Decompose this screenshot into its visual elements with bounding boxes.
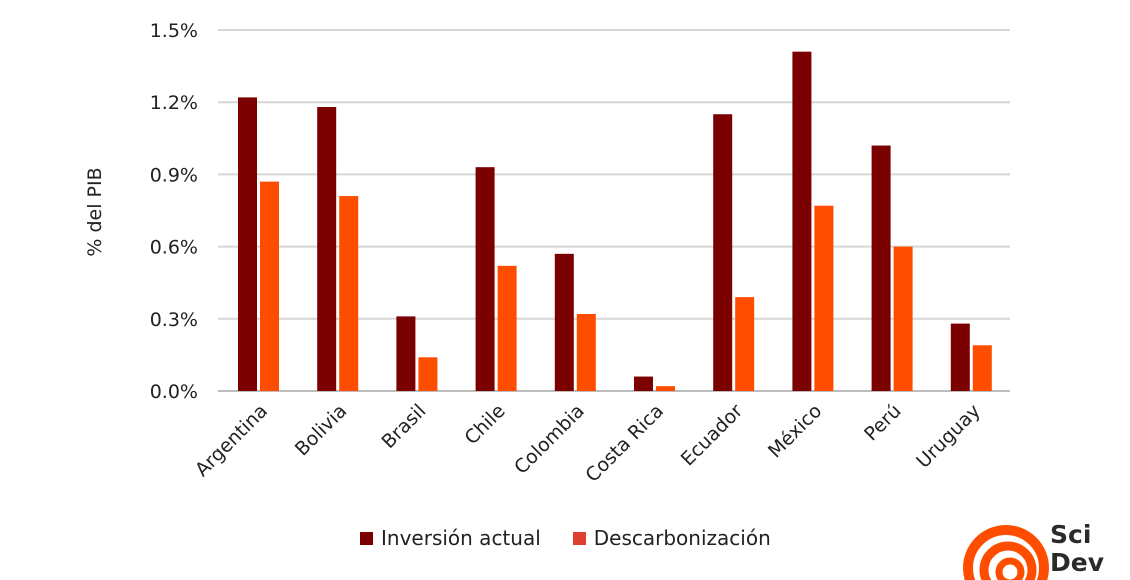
x-tick-label: México (764, 400, 826, 462)
bar-descarbonizacion (576, 313, 596, 391)
bar-descarbonizacion (814, 205, 834, 391)
x-tick-label: Ecuador (677, 400, 748, 471)
x-axis-ticks: Argentina Bolivia Brasil Chile ColombiaCosta… (191, 400, 985, 487)
x-tick-label: Colombia (510, 400, 589, 479)
bar-inversion-actual (554, 253, 574, 391)
legend-swatch (360, 531, 373, 545)
y-tick-label: 1.5% (150, 20, 198, 42)
y-axis-ticks: 0.0% 0.3% 0.6% 0.9% 1.2% 1.5% (150, 20, 198, 403)
y-tick-label: 1.2% (150, 92, 198, 114)
logo-text-dev: Dev (1050, 548, 1105, 577)
legend: Inversión actual Descarbonización (360, 526, 803, 550)
x-tick-label: Brasil (377, 400, 430, 453)
bar-inversion-actual (238, 97, 257, 392)
bar-chart: 0.0% 0.3% 0.6% 0.9% 1.2% 1.5% Argentina Bolivi… (84, 20, 1010, 487)
x-tick-label: Bolivia (291, 400, 351, 460)
bar-descarbonizacion (656, 386, 675, 391)
bar-inversion-actual (950, 323, 970, 391)
bar-descarbonizacion (497, 265, 517, 391)
y-tick-label: 0.9% (150, 164, 198, 186)
x-tick-label: Costa Rica (581, 400, 668, 487)
bar-inversion-actual (713, 114, 733, 391)
x-tick-label: Argentina (191, 400, 272, 481)
legend-label: Descarbonización (593, 526, 771, 550)
y-tick-label: 0.3% (150, 309, 198, 331)
legend-item-descarbonizacion: Descarbonización (572, 526, 771, 550)
bar-descarbonizacion (893, 246, 913, 391)
y-axis-label: % del PIB (84, 167, 106, 256)
legend-swatch (572, 531, 586, 545)
bar-inversion-actual (792, 51, 812, 391)
bar-inversion-actual (634, 376, 653, 391)
bar-inversion-actual (871, 145, 891, 391)
x-tick-label: Perú (860, 400, 905, 445)
bar-inversion-actual (317, 107, 337, 391)
bar-descarbonizacion (735, 297, 755, 391)
bar-descarbonizacion (339, 196, 359, 391)
x-tick-label: Uruguay (912, 400, 985, 473)
legend-label: Inversión actual (381, 526, 541, 550)
grid-lines (218, 29, 1010, 392)
y-tick-label: 0.6% (150, 237, 198, 259)
logo-text-sci: Sci (1050, 520, 1092, 549)
scidev-logo-icon (963, 525, 1049, 580)
bar-inversion-actual (475, 167, 495, 391)
x-tick-label: Chile (460, 400, 509, 449)
bars (238, 51, 992, 392)
y-tick-label: 0.0% (150, 381, 198, 403)
bar-descarbonizacion (418, 357, 438, 391)
bar-inversion-actual (396, 316, 416, 391)
legend-item-inversion: Inversión actual (360, 526, 541, 550)
bar-descarbonizacion (972, 345, 992, 391)
bar-descarbonizacion (260, 181, 279, 391)
